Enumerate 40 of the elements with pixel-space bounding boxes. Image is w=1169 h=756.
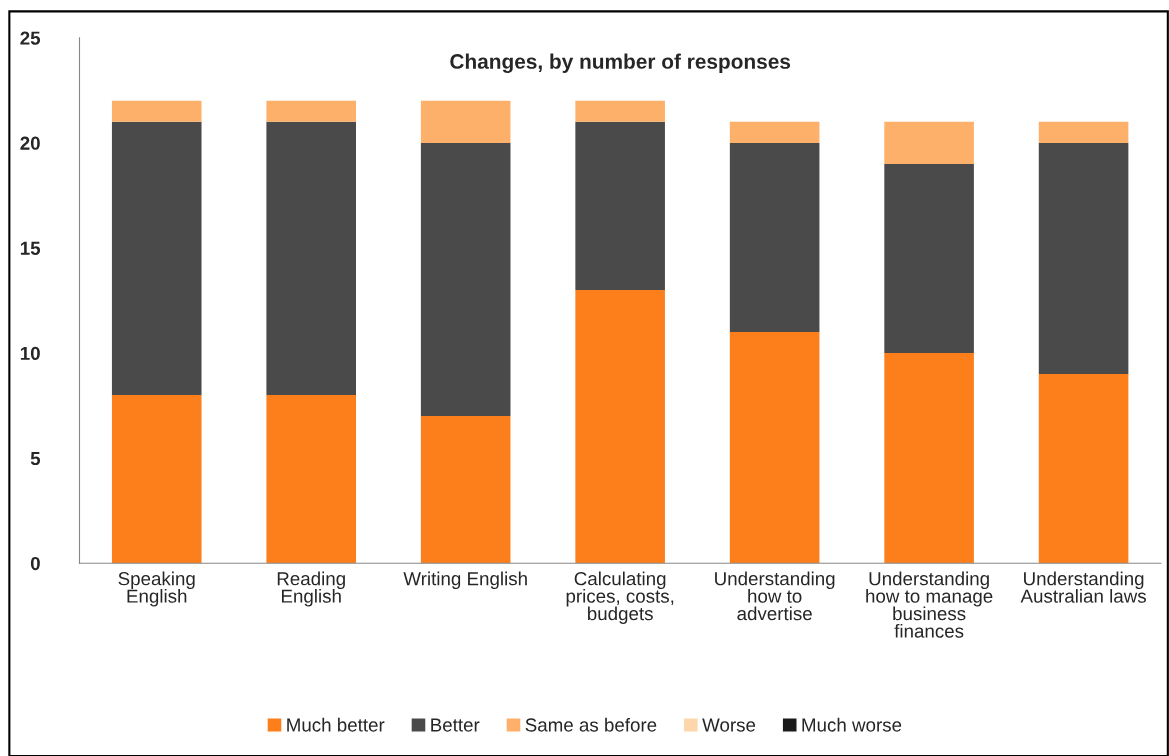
bar [111, 121, 202, 396]
y-tick-label: 20 [20, 136, 40, 150]
bar [1038, 374, 1129, 564]
x-tick-label: Speaking English [118, 571, 195, 607]
y-tick-label: 25 [20, 31, 41, 45]
x-tick-label: Reading English [277, 571, 345, 607]
bar [884, 353, 974, 564]
legend-label: Better [431, 718, 480, 732]
text: Changes, by number of responses [450, 53, 791, 74]
bar [111, 395, 202, 564]
bar [1038, 121, 1129, 143]
bar [266, 395, 356, 564]
bar [575, 290, 665, 564]
bar [729, 332, 820, 564]
x-tick-label: Understanding Australian laws [1020, 571, 1146, 603]
bar [1038, 142, 1129, 375]
bar [575, 100, 665, 122]
bar [884, 121, 974, 164]
bar [111, 100, 202, 122]
bar [420, 100, 511, 143]
bar [420, 416, 511, 564]
bar [266, 100, 356, 122]
y-tick-label: 0 [30, 556, 40, 571]
x-tick-label: Understanding how to advertise [715, 571, 835, 621]
y-tick-label: 10 [20, 346, 40, 361]
bar [884, 163, 974, 354]
x-tick-label: Writing English [403, 571, 527, 590]
x-tick-label: Calculating prices, costs, budgets [566, 571, 674, 624]
x-tick-label: Understanding how to manage business finances [866, 571, 993, 638]
bar [575, 121, 665, 290]
bar [729, 121, 820, 143]
y-tick-label: 15 [20, 241, 41, 255]
legend-label: Much better [287, 717, 385, 732]
bar [266, 121, 356, 396]
legend-label: Worse [702, 718, 756, 732]
legend-label: Same as before [525, 717, 657, 732]
bar [729, 142, 820, 333]
legend-label: Much worse [802, 717, 902, 732]
bar [420, 142, 511, 417]
y-tick-label: 5 [30, 452, 41, 466]
